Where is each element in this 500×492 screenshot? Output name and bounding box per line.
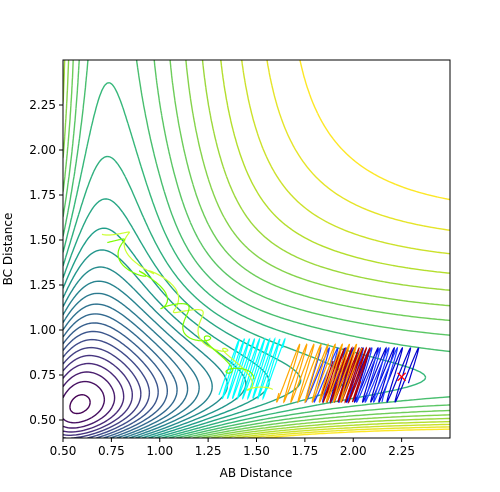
contour-line (63, 354, 133, 436)
x-axis-ticks: 0.50 0.75 1.00 1.25 1.50 1.75 2.00 2.25 (50, 438, 415, 458)
contour-line (69, 394, 91, 415)
x-tick-label: 0.75 (98, 444, 125, 458)
y-tick-label: 0.75 (29, 368, 56, 382)
x-tick-label: 2.00 (340, 444, 367, 458)
x-axis-label: AB Distance (220, 466, 293, 480)
y-tick-label: 1.50 (29, 233, 56, 247)
trajectory-line (101, 231, 274, 391)
x-tick-label: 1.25 (195, 444, 222, 458)
x-tick-label: 1.50 (243, 444, 270, 458)
y-axis-label: BC Distance (1, 213, 15, 286)
contour-line (63, 380, 106, 424)
y-tick-label: 1.00 (29, 323, 56, 337)
trajectory-line (276, 342, 363, 404)
contour-line (63, 362, 125, 433)
x-tick-label: 1.75 (292, 444, 319, 458)
x-tick-label: 1.00 (146, 444, 173, 458)
x-tick-label: 0.50 (50, 444, 77, 458)
y-tick-label: 2.00 (29, 143, 56, 157)
y-tick-label: 0.50 (29, 413, 56, 427)
trajectory-line (218, 337, 286, 401)
y-axis-ticks: 0.50 0.75 1.00 1.25 1.50 1.75 2.00 2.25 (29, 98, 63, 427)
trajectory-line (107, 238, 255, 380)
y-tick-label: 1.75 (29, 188, 56, 202)
y-tick-label: 2.25 (29, 98, 56, 112)
marker-x-stroke (397, 372, 407, 382)
trajectory-lines (101, 231, 420, 405)
y-tick-label: 1.25 (29, 278, 56, 292)
x-tick-label: 2.25 (388, 444, 415, 458)
marker-layer (397, 372, 407, 382)
contour-line (63, 371, 116, 429)
